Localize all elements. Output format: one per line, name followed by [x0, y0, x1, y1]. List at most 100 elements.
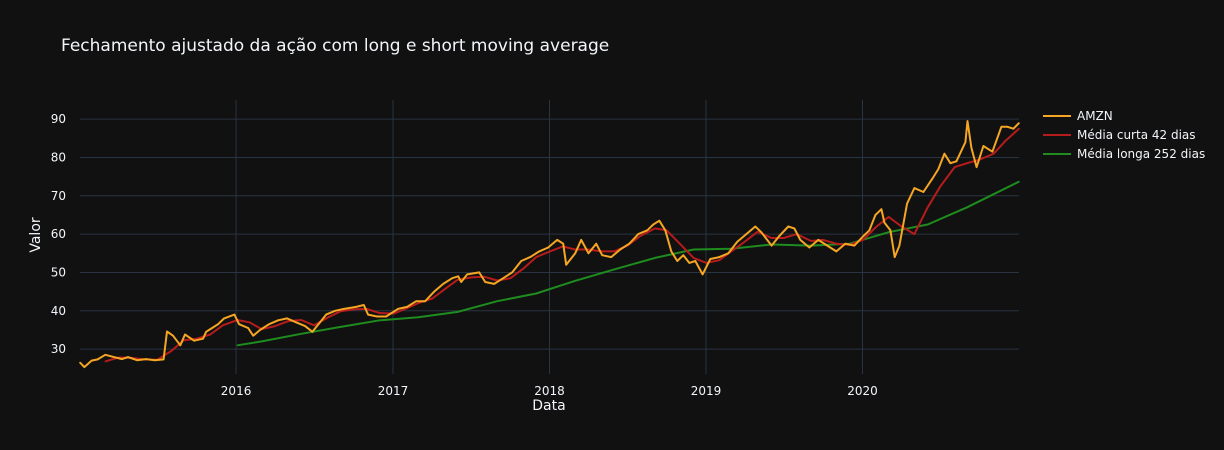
series-point	[658, 219, 661, 222]
series-point	[268, 323, 270, 326]
series-point	[709, 258, 712, 260]
series-point	[172, 334, 174, 337]
series-point	[483, 275, 485, 278]
series-point	[376, 315, 378, 318]
series-point	[325, 313, 327, 316]
series-point	[484, 281, 487, 283]
series-point	[580, 239, 582, 241]
series-point	[104, 360, 107, 363]
series-point	[574, 280, 576, 282]
series-point	[509, 277, 512, 280]
series-point	[926, 206, 929, 209]
series-point	[223, 317, 225, 320]
series-point	[319, 321, 321, 324]
series-point	[701, 273, 704, 276]
series-point	[355, 306, 357, 308]
series-point	[549, 250, 551, 253]
series-point	[692, 257, 695, 259]
series-point	[991, 150, 994, 153]
series-point	[456, 278, 459, 281]
series-point	[565, 264, 567, 266]
series-point	[808, 246, 811, 249]
legend-item[interactable]: Média curta 42 dias	[1043, 128, 1196, 142]
series-point	[238, 323, 240, 326]
x-tick-label: 2019	[691, 384, 722, 398]
series-point	[166, 330, 168, 333]
x-axis-ticks: 2016 2017 2018 2019 2020	[221, 384, 878, 398]
series-point	[778, 235, 781, 237]
series-point	[493, 283, 496, 285]
y-axis-ticks: 30 40 50 60 70 80 90	[51, 112, 66, 356]
legend-item[interactable]: Média longa 252 dias	[1043, 147, 1205, 161]
series-point	[538, 250, 540, 253]
series-point	[587, 248, 590, 251]
series-point	[259, 329, 261, 331]
series-point	[782, 237, 785, 239]
series-point	[496, 300, 499, 303]
series-point	[906, 202, 908, 205]
series-point	[304, 325, 306, 327]
series-point	[595, 242, 597, 245]
series-point	[760, 231, 763, 233]
series-point	[826, 244, 829, 247]
y-tick-label: 30	[51, 342, 66, 356]
series-point	[397, 308, 399, 310]
series-point	[522, 267, 525, 270]
series-point	[334, 310, 336, 312]
series-point	[862, 239, 864, 241]
x-tick-label: 2018	[534, 384, 565, 398]
y-tick-label: 80	[51, 150, 66, 164]
series-point	[339, 326, 342, 328]
series-point	[547, 246, 549, 249]
series-point	[1018, 122, 1020, 124]
series-point	[287, 320, 290, 322]
series-point	[79, 361, 81, 364]
series-point	[694, 260, 697, 262]
series-point	[562, 242, 564, 245]
series-point	[688, 262, 691, 264]
series-point	[145, 358, 147, 360]
series-point	[326, 316, 329, 319]
series-point	[431, 297, 434, 300]
series-point	[460, 281, 463, 283]
series-point	[793, 227, 796, 230]
series-point	[574, 252, 576, 255]
series-point	[718, 256, 721, 258]
series-point	[654, 227, 656, 230]
series-point	[587, 252, 590, 255]
series-point	[966, 162, 968, 164]
series-point	[367, 313, 369, 316]
series-point	[233, 313, 236, 316]
series-point	[353, 308, 356, 311]
series-point	[300, 319, 303, 321]
series-point	[1018, 180, 1020, 183]
x-axis-label: Data	[532, 398, 565, 414]
x-tick-label: 2020	[847, 384, 878, 398]
series-point	[844, 242, 847, 245]
series-point	[893, 256, 896, 258]
series-point	[112, 356, 114, 358]
series-point	[676, 260, 679, 262]
series-point	[343, 308, 345, 310]
series-point	[252, 334, 254, 337]
series-point	[162, 358, 165, 361]
legend[interactable]: AMZN Média curta 42 dias Média longa 252 d…	[1043, 109, 1205, 161]
series-point	[520, 260, 522, 262]
series-point	[745, 233, 748, 235]
y-tick-label: 40	[51, 304, 66, 318]
legend-item[interactable]: AMZN	[1043, 109, 1113, 123]
series-point	[889, 229, 892, 232]
series-point	[883, 221, 886, 224]
series-point	[83, 366, 86, 368]
series-point	[1012, 127, 1015, 130]
legend-label: Média longa 252 dias	[1077, 147, 1205, 161]
series-point	[211, 327, 213, 329]
series-point	[992, 152, 995, 155]
series-point	[154, 359, 156, 362]
series-point	[670, 250, 673, 253]
series-point	[619, 248, 621, 251]
series-point	[385, 315, 387, 318]
series-point	[943, 152, 946, 155]
series-point	[682, 254, 685, 256]
